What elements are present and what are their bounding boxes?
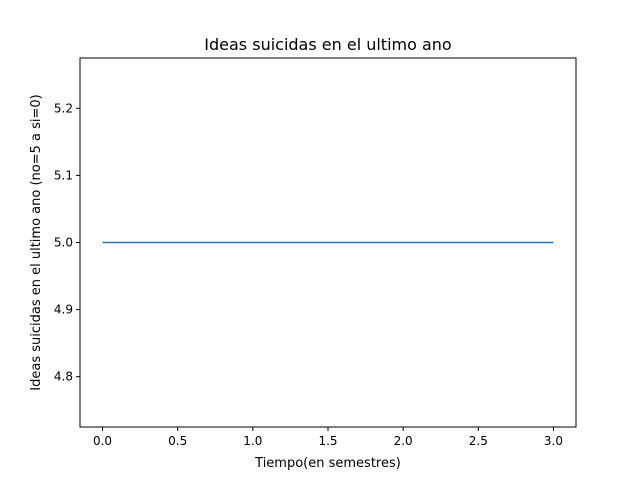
x-tick-label: 2.5: [469, 434, 488, 448]
x-tick-label: 1.0: [243, 434, 262, 448]
x-axis: 0.0 0.5 1.0 1.5 2.0 2.5 3.0: [93, 427, 563, 448]
chart-title: Ideas suicidas en el ultimo ano: [204, 35, 451, 54]
x-tick-label: 0.0: [93, 434, 112, 448]
y-tick-label: 5.2: [54, 101, 73, 115]
y-axis: 4.8 4.9 5.0 5.1 5.2: [54, 101, 80, 384]
x-tick-label: 3.0: [544, 434, 563, 448]
y-tick-label: 4.8: [54, 370, 73, 384]
x-tick-label: 0.5: [168, 434, 187, 448]
x-axis-label: Tiempo(en semestres): [254, 456, 401, 471]
y-axis-label: Ideas suicidas en el ultimo ano (no=5 a …: [29, 94, 44, 390]
y-tick-label: 4.9: [54, 303, 73, 317]
x-tick-label: 1.5: [318, 434, 337, 448]
y-tick-label: 5.0: [54, 236, 73, 250]
x-tick-label: 2.0: [394, 434, 413, 448]
y-tick-label: 5.1: [54, 168, 73, 182]
